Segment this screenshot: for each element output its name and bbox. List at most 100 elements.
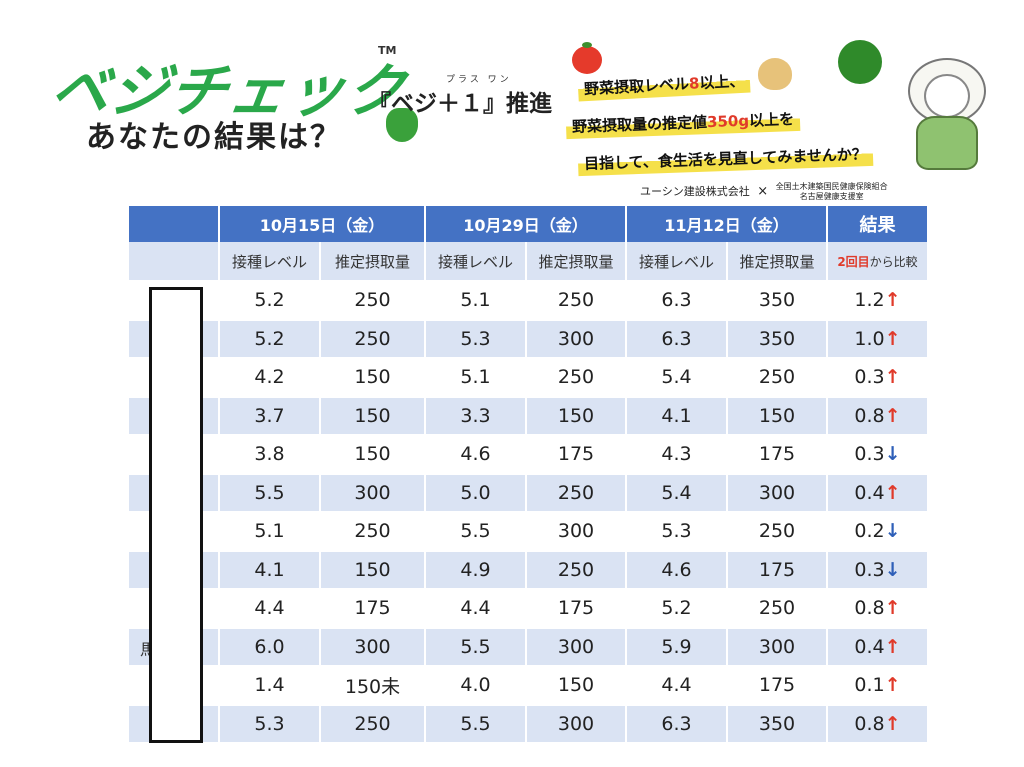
level-cell: 5.3	[219, 703, 321, 742]
level-cell: 5.2	[219, 318, 321, 358]
level-cell: 5.3	[626, 511, 728, 551]
pepper-icon	[386, 108, 418, 142]
level-cell: 3.7	[219, 395, 321, 435]
level-cell: 5.5	[425, 703, 527, 742]
amount-header: 推定摂取量	[320, 242, 426, 281]
arrow-up-icon: ↑	[884, 597, 901, 620]
amount-cell: 300	[320, 626, 426, 666]
arrow-up-icon: ↑	[884, 404, 901, 427]
amount-cell: 250	[320, 280, 426, 320]
result-value: 0.8	[854, 597, 885, 620]
level-cell: 1.4	[219, 665, 321, 705]
result-cell: 0.3↑	[827, 357, 929, 397]
result-cell: 0.2↓	[827, 511, 929, 551]
amount-cell: 175	[526, 588, 627, 628]
amount-cell: 300	[526, 626, 627, 666]
amount-cell: 150	[526, 395, 627, 435]
level-cell: 5.4	[626, 472, 728, 512]
amount-cell: 300	[727, 626, 828, 666]
amount-cell: 250	[320, 703, 426, 742]
amount-cell: 350	[727, 703, 828, 742]
result-cell: 0.4↑	[827, 472, 929, 512]
amount-cell: 150	[320, 549, 426, 589]
amount-cell: 150	[320, 395, 426, 435]
result-value: 0.4	[854, 481, 885, 504]
amount-cell: 250	[727, 588, 828, 628]
level-cell: 4.9	[425, 549, 527, 589]
result-cell: 0.1↑	[827, 665, 929, 705]
amount-cell: 150	[526, 665, 627, 705]
level-cell: 4.2	[219, 357, 321, 397]
level-cell: 5.9	[626, 626, 728, 666]
name-header-cell	[129, 206, 220, 242]
amount-header: 推定摂取量	[526, 242, 627, 281]
level-cell: 4.6	[425, 434, 527, 474]
amount-cell: 175	[727, 434, 828, 474]
message-line-2: 野菜摂取量の推定値350g以上を	[565, 105, 801, 140]
table-row: 5.3 250 5.5 300 6.3 350 0.8↑	[129, 703, 929, 742]
level-cell: 5.5	[219, 472, 321, 512]
table-row: 5.5 300 5.0 250 5.4 300 0.4↑	[129, 472, 929, 512]
amount-cell: 350	[727, 280, 828, 320]
amount-cell: 300	[320, 472, 426, 512]
level-cell: 4.3	[626, 434, 728, 474]
amount-cell: 250	[727, 357, 828, 397]
result-header: 結果	[827, 206, 929, 242]
arrow-down-icon: ↓	[884, 558, 901, 581]
table-row: 1.4 150未 4.0 150 4.4 175 0.1↑	[129, 665, 929, 705]
amount-cell: 250	[526, 280, 627, 320]
level-cell: 4.4	[425, 588, 527, 628]
table-row: 4.4 175 4.4 175 5.2 250 0.8↑	[129, 588, 929, 628]
table-row: 3.7 150 3.3 150 4.1 150 0.8↑	[129, 395, 929, 435]
level-cell: 5.1	[425, 357, 527, 397]
amount-cell: 150	[727, 395, 828, 435]
result-cell: 0.4↑	[827, 626, 929, 666]
amount-cell: 300	[526, 318, 627, 358]
level-cell: 4.1	[626, 395, 728, 435]
arrow-up-icon: ↑	[884, 327, 901, 350]
amount-cell: 350	[727, 318, 828, 358]
level-cell: 5.1	[425, 280, 527, 320]
onion-icon	[758, 58, 792, 90]
amount-cell: 300	[526, 511, 627, 551]
result-value: 0.2	[854, 520, 885, 543]
level-header: 接種レベル	[425, 242, 527, 281]
arrow-up-icon: ↑	[884, 712, 901, 735]
amount-cell: 175	[320, 588, 426, 628]
amount-cell: 250	[320, 511, 426, 551]
level-cell: 4.0	[425, 665, 527, 705]
result-value: 1.2	[854, 289, 885, 312]
result-value: 0.8	[854, 712, 885, 735]
amount-cell: 300	[526, 703, 627, 742]
amount-cell: 250	[320, 318, 426, 358]
amount-cell: 250	[727, 511, 828, 551]
level-header: 接種レベル	[219, 242, 321, 281]
sheep-mascot	[902, 58, 988, 170]
amount-cell: 150	[320, 434, 426, 474]
column-header-row: 接種レベル 推定摂取量 接種レベル 推定摂取量 接種レベル 推定摂取量 2回目か…	[129, 242, 929, 281]
trademark-mark: TM	[378, 44, 397, 57]
table-row: 4.1 150 4.9 250 4.6 175 0.3↓	[129, 549, 929, 589]
result-cell: 0.3↓	[827, 434, 929, 474]
compare-header: 2回目から比較	[827, 242, 929, 281]
result-cell: 0.8↑	[827, 588, 929, 628]
amount-header: 推定摂取量	[727, 242, 828, 281]
result-cell: 0.8↑	[827, 395, 929, 435]
table-row: 5.1 250 5.5 300 5.3 250 0.2↓	[129, 511, 929, 551]
broccoli-icon	[838, 40, 882, 84]
date-header-1: 10月15日（金）	[219, 206, 426, 242]
amount-cell: 175	[526, 434, 627, 474]
redaction-box	[149, 287, 203, 743]
result-value: 0.3	[854, 366, 885, 389]
amount-cell: 250	[526, 357, 627, 397]
level-cell: 5.1	[219, 511, 321, 551]
level-cell: 4.4	[219, 588, 321, 628]
name-subheader-cell	[129, 242, 220, 281]
result-cell: 0.8↑	[827, 703, 929, 742]
level-header: 接種レベル	[626, 242, 728, 281]
level-cell: 5.0	[425, 472, 527, 512]
amount-cell: 300	[727, 472, 828, 512]
table-row: 5.2 250 5.3 300 6.3 350 1.0↑	[129, 318, 929, 358]
company-name: ユーシン建設株式会社	[640, 185, 750, 198]
table-row: 3.8 150 4.6 175 4.3 175 0.3↓	[129, 434, 929, 474]
